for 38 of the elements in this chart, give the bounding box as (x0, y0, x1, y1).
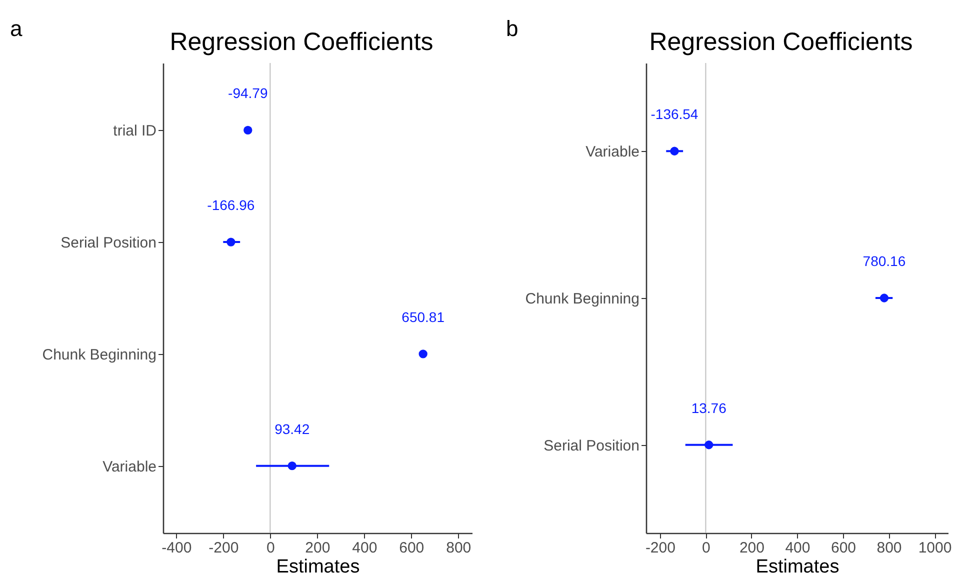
data-label: -166.96 (207, 197, 255, 214)
x-tick-label: 600 (399, 540, 424, 556)
y-tick-label: Variable (586, 144, 640, 161)
y-tick-label: Chunk Beginning (42, 346, 156, 364)
x-tick-label: -200 (208, 540, 239, 556)
text: b (506, 16, 518, 41)
x-tick-label: 800 (446, 540, 472, 556)
x-tick-label: 400 (352, 540, 378, 556)
point (244, 126, 252, 134)
y-tick-label: Serial Position (544, 437, 640, 454)
chart-title: Regression Coefficients (170, 28, 434, 56)
point (418, 350, 428, 358)
x-tick-label: 0 (702, 540, 710, 556)
data-label: 93.42 (274, 420, 310, 437)
x-tick-label: 1000 (918, 540, 952, 556)
y-tick-label: trial ID (113, 122, 157, 140)
y-tick-label: Variable (102, 458, 156, 476)
data-label: 13.76 (691, 400, 727, 416)
point (288, 462, 296, 470)
x-axis-title: Estimates (276, 556, 360, 578)
x-tick-label: 200 (305, 540, 330, 556)
x-tick-label: 600 (830, 540, 856, 556)
x-tick-label: 200 (739, 540, 764, 556)
chart-title: Regression Coefficients (649, 28, 913, 56)
y-tick-label: Chunk Beginning (525, 290, 640, 308)
point (226, 238, 236, 246)
y-tick-label: Serial Position (60, 234, 156, 252)
x-tick-label: 400 (785, 540, 810, 556)
x-tick-label: 0 (266, 540, 275, 556)
data-label: -136.54 (650, 106, 698, 122)
x-tick-label: -200 (645, 540, 676, 556)
x-axis-title: Estimates (756, 556, 840, 578)
x-tick-label: -400 (162, 540, 192, 556)
data-label: 780.16 (862, 253, 906, 269)
data-label: 650.81 (402, 308, 445, 325)
text: a (10, 16, 23, 41)
data-label: -94.79 (228, 85, 268, 102)
x-tick-label: 800 (876, 540, 902, 556)
